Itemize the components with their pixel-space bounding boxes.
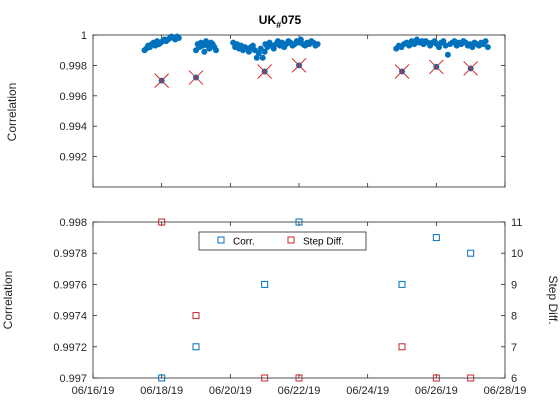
correlation-point	[440, 38, 447, 45]
top-plot-area: 0.992 0.994 0.996 0.998 1	[59, 30, 506, 188]
top-y-tick-label: 0.998	[59, 60, 87, 72]
corr-square-marker	[398, 280, 406, 288]
legend-box	[198, 231, 367, 251]
bottom-left-y-tick-label: 0.9972	[53, 342, 87, 354]
bottom-x-tick-label: 06/16/19	[72, 385, 115, 397]
bottom-right-y-tick-label: 6	[511, 373, 517, 385]
bottom-x-tick-label: 06/22/19	[278, 385, 321, 397]
step-diff-square-marker	[432, 374, 440, 382]
top-y-tick-label: 1	[81, 30, 87, 42]
bottom-left-y-tick-label: 0.9976	[53, 279, 87, 291]
bottom-x-tick-label: 06/28/19	[484, 385, 527, 397]
legend-label-step-diff: Step Diff.	[303, 237, 344, 248]
top-y-tick-label: 0.994	[59, 121, 87, 133]
correlation-point	[435, 44, 442, 51]
step-point-cross	[257, 64, 273, 79]
corr-square-marker	[158, 374, 166, 382]
bottom-x-tick-label: 06/26/19	[415, 385, 458, 397]
correlation-point	[261, 48, 268, 55]
correlation-point	[270, 45, 277, 52]
correlation-point	[253, 54, 260, 61]
bottom-left-y-tick-label: 0.998	[59, 217, 87, 229]
bottom-left-y-tick-label: 0.9974	[53, 311, 87, 323]
correlation-point	[411, 41, 418, 48]
correlation-point	[249, 42, 256, 49]
correlation-point	[406, 42, 413, 49]
correlation-point	[469, 44, 476, 51]
legend-marker-step-diff	[287, 236, 295, 244]
bottom-x-tick-label: 06/18/19	[140, 385, 183, 397]
correlation-point	[213, 47, 220, 54]
step-point-cross	[291, 58, 307, 73]
legend-marker-corr	[217, 236, 225, 244]
correlation-point	[297, 36, 304, 43]
correlation-point	[482, 38, 489, 45]
bottom-right-y-tick-label: 9	[511, 279, 517, 291]
step-point-cross	[394, 64, 410, 79]
bottom-x-tick-label: 06/20/19	[209, 385, 252, 397]
bottom-right-y-tick-label: 7	[511, 342, 517, 354]
correlation-point	[444, 51, 451, 58]
correlation-point	[245, 48, 252, 55]
corr-square-marker	[192, 343, 200, 351]
correlation-point	[175, 35, 182, 42]
step-point-cross	[463, 61, 479, 76]
step-point-cross	[188, 70, 204, 85]
top-title: UK#075	[259, 13, 302, 30]
legend-label-corr: Corr.	[233, 237, 255, 248]
bottom-right-y-tick-label: 8	[511, 311, 517, 323]
legend: Corr. Step Diff.	[198, 231, 367, 251]
correlation-point	[203, 38, 210, 45]
correlation-point	[259, 54, 266, 61]
correlation-point	[314, 41, 321, 48]
step-diff-square-marker	[467, 374, 475, 382]
corr-square-marker	[432, 234, 440, 242]
corr-square-marker	[261, 280, 269, 288]
step-point-cross	[428, 59, 444, 75]
step-point-cross	[154, 73, 170, 88]
bottom-right-y-axis-label: Step Diff.	[546, 275, 560, 324]
bottom-left-y-tick-label: 0.997	[59, 373, 87, 385]
top-y-tick-label: 0.992	[59, 152, 87, 164]
step-diff-square-marker	[295, 374, 303, 382]
top-panel: UK#075 0.992 0.994 0.996 0.998 1 Correlation	[5, 13, 506, 188]
bottom-left-y-tick-label: 0.9978	[53, 248, 87, 260]
top-y-axis-label: Correlation	[5, 83, 19, 142]
correlation-point	[199, 42, 206, 49]
correlation-point	[484, 44, 491, 51]
bottom-x-tick-label: 06/24/19	[346, 385, 389, 397]
bottom-panel: 06/16/19 06/18/19 06/20/19 06/22/19 06/24/19…	[1, 217, 560, 397]
step-diff-square-marker	[398, 343, 406, 351]
top-y-tick-label: 0.996	[59, 91, 87, 103]
step-diff-square-marker	[192, 312, 200, 320]
corr-square-marker	[295, 218, 303, 226]
step-diff-square-marker	[261, 374, 269, 382]
top-plot-frame	[92, 34, 506, 188]
correlation-point	[206, 45, 213, 52]
correlation-point	[255, 50, 262, 57]
step-diff-square-marker	[158, 218, 166, 226]
corr-square-marker	[467, 249, 475, 257]
bottom-right-y-tick-label: 10	[511, 248, 523, 260]
correlation-point	[201, 48, 208, 55]
bottom-right-y-tick-label: 11	[511, 217, 522, 229]
bottom-left-y-axis-label: Correlation	[1, 271, 15, 330]
